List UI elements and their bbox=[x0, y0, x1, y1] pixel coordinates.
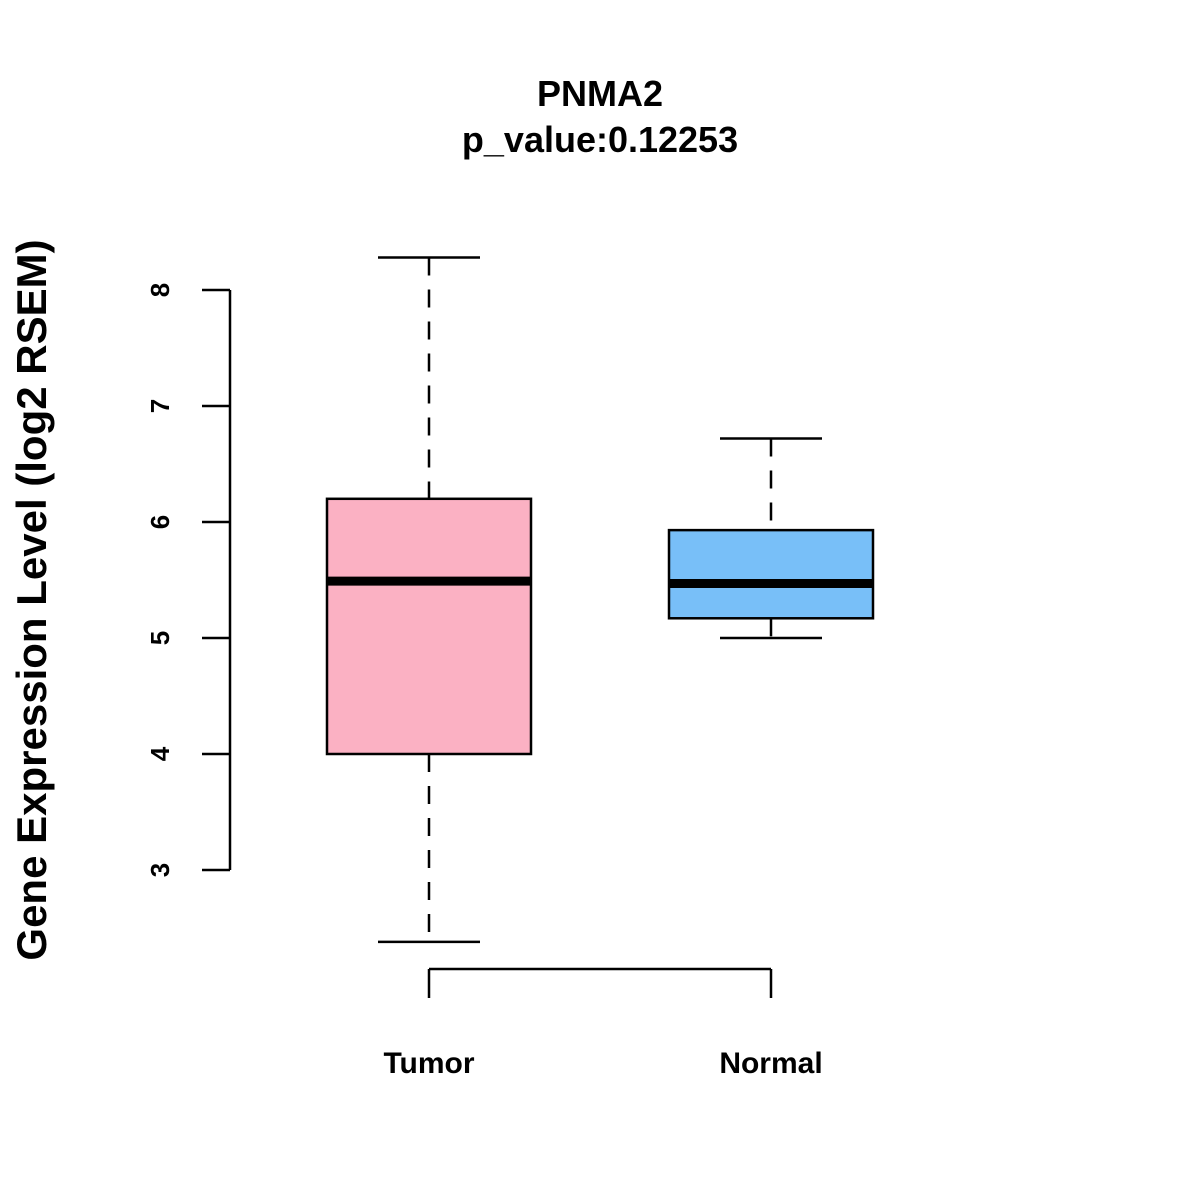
y-tick-label-6: 6 bbox=[145, 515, 175, 529]
y-axis: 3 4 5 6 7 8 bbox=[145, 283, 232, 877]
y-tick-label-4: 4 bbox=[145, 746, 175, 761]
x-category-label-tumor: Tumor bbox=[383, 1047, 474, 1080]
box-normal bbox=[667, 437, 875, 640]
chart-subtitle: p_value:0.12253 bbox=[462, 119, 738, 160]
boxes-group bbox=[325, 256, 875, 944]
x-axis: Tumor Normal bbox=[383, 967, 823, 1080]
y-tick-label-8: 8 bbox=[145, 283, 175, 297]
x-category-label-normal: Normal bbox=[719, 1047, 822, 1080]
box-rect-tumor bbox=[325, 497, 533, 756]
y-axis-label: Gene Expression Level (log2 RSEM) bbox=[8, 239, 55, 960]
y-tick-label-5: 5 bbox=[145, 631, 175, 645]
box-tumor bbox=[325, 256, 533, 944]
chart-title: PNMA2 bbox=[537, 73, 663, 114]
y-tick-label-3: 3 bbox=[145, 863, 175, 877]
box-rect-normal bbox=[667, 528, 875, 620]
y-tick-label-7: 7 bbox=[145, 399, 175, 413]
